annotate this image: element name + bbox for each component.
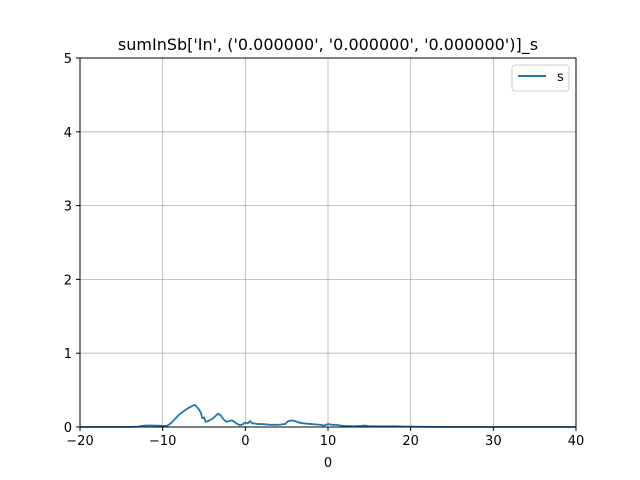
legend: s: [511, 64, 570, 92]
x-tick-label: 10: [320, 434, 337, 449]
y-tick-label: 0: [64, 421, 72, 436]
x-tick-label: −20: [66, 434, 93, 449]
series-layer: [80, 403, 576, 428]
y-tick-label: 3: [64, 200, 72, 215]
y-tick-label: 4: [64, 126, 72, 141]
y-tick-label: 2: [64, 273, 72, 288]
y-tick-label: 1: [64, 347, 72, 362]
x-tick-label: 0: [241, 434, 249, 449]
x-tick-label: 30: [485, 434, 502, 449]
chart-title: sumInSb['In', ('0.000000', '0.000000', '…: [118, 35, 538, 55]
y-tick-label: 5: [64, 52, 72, 67]
x-tick-label: 40: [568, 434, 585, 449]
legend-series-label: s: [557, 70, 564, 85]
ticks: −20 −10 0 10 20 30 40 0 1 2 3 4 5: [64, 52, 585, 449]
x-tick-label: 20: [402, 434, 419, 449]
series-line-s: [80, 403, 576, 428]
x-tick-label: −10: [149, 434, 176, 449]
legend-box: [511, 64, 570, 92]
x-axis-label: 0: [324, 456, 332, 471]
plot-area: −20 −10 0 10 20 30 40 0 1 2 3 4 5: [64, 52, 585, 449]
